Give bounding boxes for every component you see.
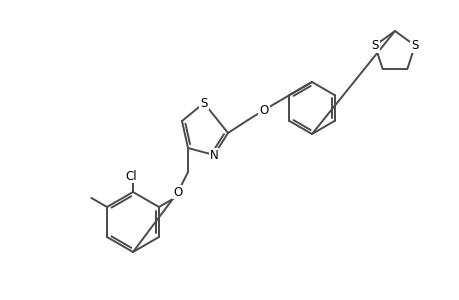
Text: O: O bbox=[173, 185, 182, 199]
Text: S: S bbox=[200, 97, 207, 110]
Text: Cl: Cl bbox=[125, 169, 136, 182]
Text: S: S bbox=[410, 39, 418, 52]
Text: S: S bbox=[370, 39, 378, 52]
Text: N: N bbox=[209, 148, 218, 161]
Text: O: O bbox=[259, 103, 268, 116]
